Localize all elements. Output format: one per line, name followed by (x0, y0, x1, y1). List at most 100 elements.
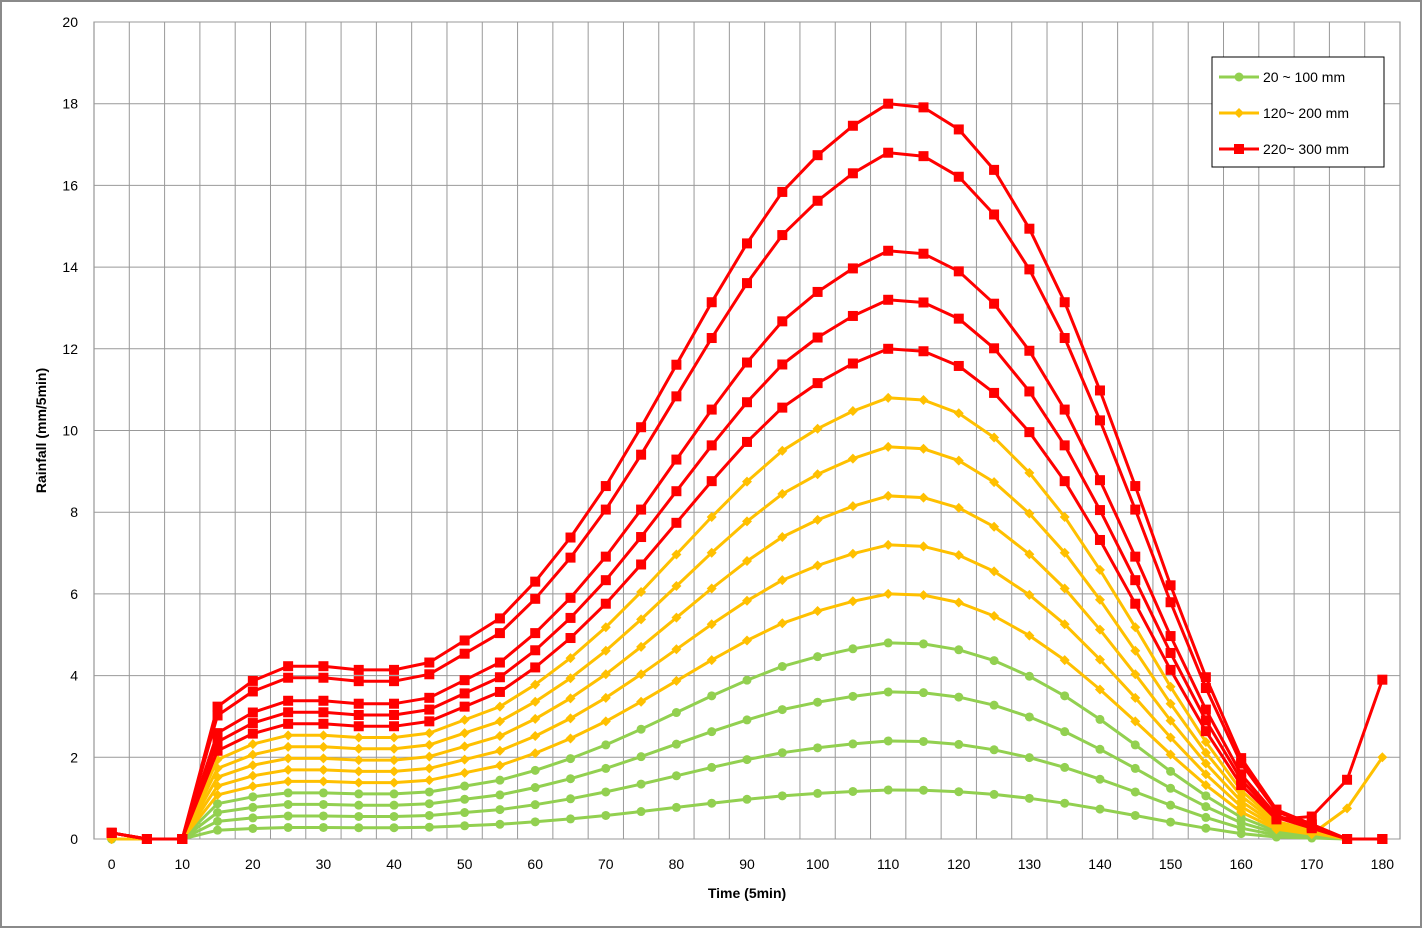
series-point (1166, 800, 1176, 810)
series-point (953, 550, 964, 561)
series-point (742, 278, 752, 289)
series-point (106, 827, 117, 838)
series-point (459, 754, 470, 765)
series-point (318, 764, 329, 775)
series-point (953, 124, 964, 135)
x-axis-ticks: 0 10 20 30 40 50 60 70 80 90 100 110 120 130 140 150 160… (108, 856, 1394, 872)
series-point (636, 669, 647, 680)
series-0-3 (107, 638, 1387, 844)
series-point (283, 730, 294, 741)
series-point (636, 504, 647, 515)
series-point (742, 357, 752, 368)
series-point (847, 548, 858, 559)
series-point (1024, 264, 1035, 275)
series-point (1094, 415, 1105, 426)
series-point (848, 739, 858, 749)
series-point (883, 785, 893, 795)
series-point (353, 732, 364, 743)
series-point (1200, 704, 1211, 715)
series-point (918, 541, 929, 552)
series-point (883, 588, 894, 599)
series-point (354, 823, 364, 833)
series-point (918, 590, 929, 601)
series-point (247, 749, 258, 760)
series-point (707, 691, 717, 701)
x-tick-label: 120 (947, 856, 971, 872)
series-point (1059, 440, 1070, 451)
series-point (1024, 467, 1035, 478)
series-point (1166, 817, 1176, 827)
series-point (177, 834, 188, 844)
series-point (318, 822, 328, 832)
series-point (883, 687, 893, 697)
series-point (707, 727, 717, 737)
series-point (1130, 504, 1141, 515)
series-point (565, 552, 576, 563)
series-point (1024, 223, 1035, 234)
series-point (1059, 655, 1070, 666)
series-point (742, 755, 752, 765)
series-point (424, 799, 434, 809)
series-point (283, 707, 294, 718)
series-point (636, 532, 647, 543)
series-point (777, 402, 788, 413)
series-point (812, 514, 823, 525)
series-point (989, 745, 999, 755)
series-point (883, 294, 894, 305)
series-point (212, 710, 223, 721)
series-point (671, 675, 682, 686)
series-point (424, 763, 435, 774)
series-point (1130, 763, 1140, 773)
series-point (671, 454, 682, 465)
series-point (706, 583, 717, 594)
series-point (494, 701, 505, 712)
series-point (1200, 758, 1211, 769)
series-point (636, 641, 647, 652)
series-point (460, 821, 470, 831)
series-point (918, 785, 928, 795)
y-axis-ticks: 0 2 4 6 8 10 12 14 16 18 20 (62, 14, 78, 847)
series-point (283, 764, 294, 775)
series-point (1024, 345, 1035, 356)
series-point (847, 596, 858, 607)
series-point (283, 741, 294, 752)
series-point (989, 432, 1000, 443)
series-point (424, 716, 435, 727)
series-point (671, 581, 682, 592)
series-point (1165, 597, 1176, 608)
series-point (777, 791, 787, 801)
series-point (389, 811, 399, 821)
series-point (1130, 669, 1141, 680)
x-tick-label: 50 (457, 856, 473, 872)
series-point (1201, 791, 1211, 801)
series-point (989, 521, 1000, 532)
series-point (459, 728, 470, 739)
series-point (600, 645, 611, 656)
series-point (530, 576, 541, 587)
series-point (424, 810, 434, 820)
series-point (353, 709, 364, 720)
series-point (1024, 549, 1035, 560)
series-point (777, 230, 788, 241)
series-point (283, 788, 293, 798)
series-point (354, 811, 364, 821)
series-point (566, 774, 576, 784)
series-point (671, 391, 682, 402)
series-point (883, 343, 894, 354)
series-point (1130, 787, 1140, 797)
x-tick-label: 90 (739, 856, 755, 872)
series-point (777, 316, 788, 327)
series-point (1165, 732, 1176, 743)
x-tick-label: 10 (174, 856, 190, 872)
series-point (777, 488, 788, 499)
series-point (424, 787, 434, 797)
series-point (495, 775, 505, 785)
x-tick-label: 40 (386, 856, 402, 872)
series-point (248, 802, 258, 812)
series-point (883, 736, 893, 746)
series-point (318, 788, 328, 798)
series-point (953, 171, 964, 182)
series-point (953, 597, 964, 608)
series-point (883, 441, 894, 452)
